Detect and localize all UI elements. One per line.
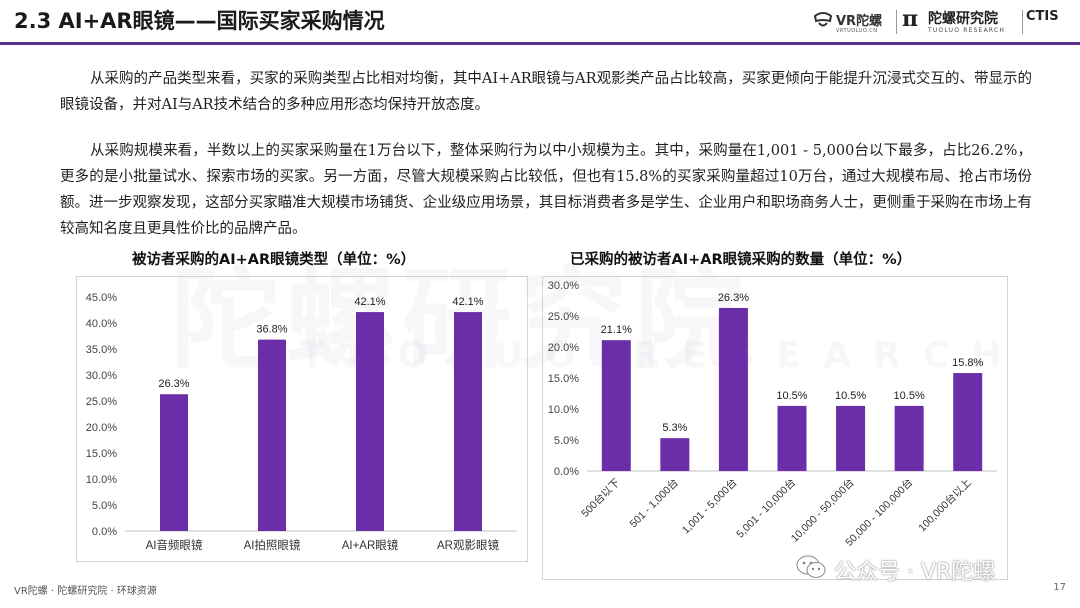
bar [777,405,807,471]
page-number: 17 [1053,582,1066,593]
bar [660,438,690,471]
header-divider [0,42,1080,45]
x-tick-label: 100,000台以上 [916,476,974,534]
x-tick-label: 500台以下 [579,476,623,520]
chart-product-type-svg: 0.0% 5.0% 10.0% 15.0% 20.0% 25.0% 30.0% 35.0% 40… [86,292,517,552]
tuoluo-logo-subtext: TUOLUO RESEARCH [928,27,1006,34]
chart-title-purchase-quantity: 已采购的被访者AI+AR眼镜采购的数量（单位：%） [570,252,912,268]
chart-title-product-type: 被访者采购的AI+AR眼镜类型（单位：%） [132,252,416,268]
y-tick-label: 5.0% [92,500,117,512]
bar-value-label: 10.5% [835,390,866,402]
bar-value-label: 26.3% [158,378,189,390]
bar [160,394,188,531]
wechat-account-text: 公众号 · VR陀螺 [834,560,996,585]
tuoluo-logo-text: 陀螺研究院 [928,11,998,27]
logo-divider [896,10,897,34]
x-tick-label: 501 - 1,000台 [627,476,681,530]
bar-value-label: 5.3% [662,422,687,434]
x-tick-label: 1,001 - 5,000台 [679,476,739,536]
bar [356,312,384,531]
wechat-watermark: 公众号 · VR陀螺 [796,552,1046,585]
y-tick-label: 10.0% [548,404,579,416]
x-tick-label: AR观影眼镜 [437,538,499,552]
page-header: 2.3 AI+AR眼镜——国际买家采购情况 VR陀螺 VRTUOLUO.CN π… [0,0,1080,45]
y-tick-label: 10.0% [86,474,117,486]
bar-value-label: 21.1% [601,324,632,336]
tuoluo-research-logo: π 陀螺研究院 TUOLUO RESEARCH [902,6,1020,38]
chart-product-type: 0.0% 5.0% 10.0% 15.0% 20.0% 25.0% 30.0% 35.0% 40… [76,276,528,562]
y-tick-label: 15.0% [548,373,579,385]
x-tick-label: AI音频眼镜 [146,538,203,552]
wechat-icon [796,555,826,578]
x-tick-label: 10,000 - 50,000台 [788,476,857,545]
x-tick-label: 5,001 - 10,000台 [734,476,799,541]
bar-value-label: 26.3% [718,292,749,304]
chart-purchase-quantity: 0.0% 5.0% 10.0% 15.0% 20.0% 25.0% 30.0% 21.1% 50… [542,276,1008,580]
y-tick-label: 15.0% [86,448,117,460]
logo-divider [1022,10,1023,34]
bar [953,373,983,471]
vrtuoluo-logo-subtext: VRTUOLUO.CN [836,28,878,34]
ctis-logo: CTIS [1026,8,1076,38]
bar-value-label: 10.5% [894,390,925,402]
footer-source: VR陀螺 · 陀螺研究院 · 环球资源 [14,586,157,597]
x-tick-label: AI+AR眼镜 [342,538,399,552]
bar [894,405,924,471]
y-tick-label: 20.0% [548,342,579,354]
y-tick-label: 25.0% [548,311,579,323]
bar [718,307,748,471]
y-tick-label: 20.0% [86,422,117,434]
tuoluo-mark-icon: π [902,6,919,32]
bar-value-label: 42.1% [354,296,385,308]
y-tick-label: 30.0% [548,280,579,292]
bar-value-label: 15.8% [952,357,983,369]
body-paragraph-2: 从采购规模来看，半数以上的买家采购量在1万台以下，整体采购行为以中小规模为主。其… [60,143,1032,237]
watermark-subtext: TUOLUO RESEARCH [300,335,1024,376]
y-tick-label: 40.0% [86,318,117,330]
bar [258,339,286,531]
y-tick-label: 35.0% [86,344,117,356]
y-tick-label: 5.0% [554,435,579,447]
bar-value-label: 10.5% [776,390,807,402]
y-tick-label: 25.0% [86,396,117,408]
bar [836,405,866,471]
page-title: 2.3 AI+AR眼镜——国际买家采购情况 [14,9,385,33]
bar-value-label: 42.1% [452,296,483,308]
bar [454,312,482,531]
y-tick-label: 0.0% [554,466,579,478]
body-paragraph-1: 从采购的产品类型来看，买家的采购类型占比相对均衡，其中AI+AR眼镜与AR观影类… [60,71,1032,113]
bar-value-label: 36.8% [256,324,287,336]
chart-purchase-quantity-svg: 0.0% 5.0% 10.0% 15.0% 20.0% 25.0% 30.0% 21.1% 50… [548,280,997,549]
y-tick-label: 0.0% [92,526,117,538]
x-tick-label: AI拍照眼镜 [244,538,301,552]
ctis-logo-text: CTIS [1026,9,1059,24]
vr-helmet-icon [813,12,833,27]
vrtuoluo-logo: VR陀螺 VRTUOLUO.CN [812,6,892,38]
y-tick-label: 30.0% [86,370,117,382]
bar [601,340,631,471]
vrtuoluo-logo-text: VR陀螺 [836,14,883,29]
y-tick-label: 45.0% [86,292,117,304]
